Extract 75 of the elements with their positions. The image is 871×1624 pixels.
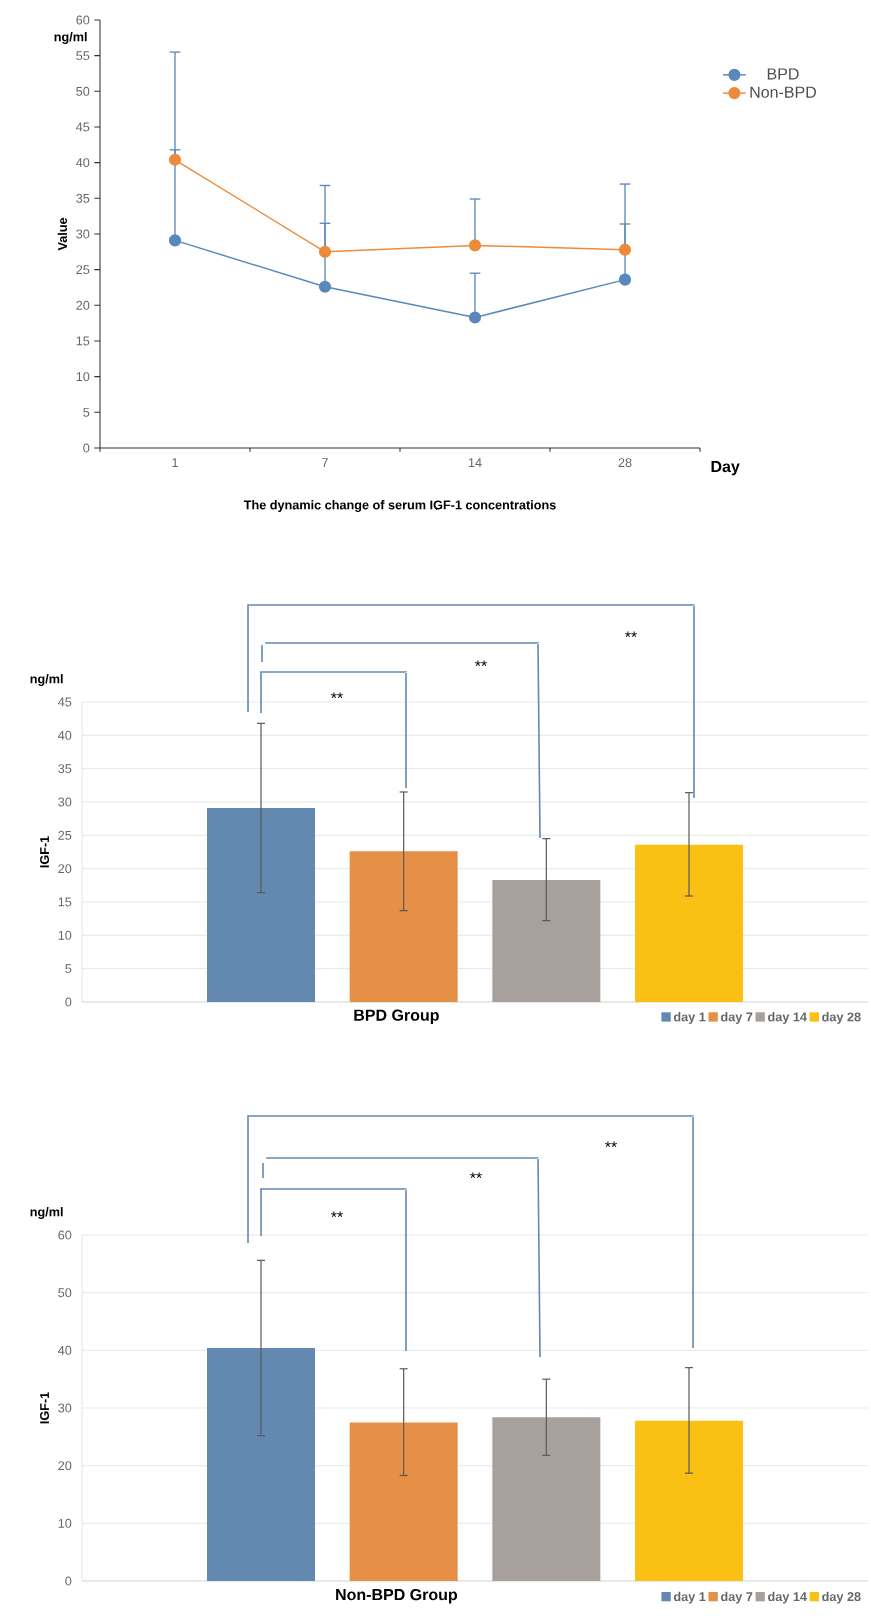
bar <box>349 1422 458 1581</box>
bar <box>349 851 458 1002</box>
legend-label: day 28 <box>822 1012 861 1024</box>
text: ** <box>331 1211 343 1218</box>
point <box>468 239 482 252</box>
y-tick-label: 20 <box>76 300 90 310</box>
y-tick-label: 30 <box>58 1403 72 1413</box>
text: ** <box>470 1172 482 1179</box>
y-tick-label: 30 <box>58 797 72 807</box>
y-tick-label: 10 <box>58 1518 72 1528</box>
legend-label: Non-BPD <box>750 86 816 98</box>
text: ** <box>605 1141 617 1148</box>
y-axis-title: IGF-1 <box>40 1392 50 1424</box>
y-axis-title: IGF-1 <box>40 836 50 868</box>
legend-label: day 7 <box>721 1591 753 1604</box>
y-tick-label: 10 <box>58 930 72 940</box>
legend-label: day 14 <box>768 1012 807 1024</box>
y-tick-label: 20 <box>58 864 72 874</box>
point <box>168 153 182 166</box>
y-tick-label: 25 <box>58 830 72 840</box>
y-tick-label: 0 <box>83 443 90 453</box>
y-tick-label: 45 <box>58 697 72 707</box>
bar <box>492 1417 601 1581</box>
y-tick-label: 15 <box>76 336 90 346</box>
y-tick-label: 5 <box>83 407 90 417</box>
y-tick-label: 35 <box>76 193 90 203</box>
text: ng/ml <box>54 32 87 44</box>
y-tick-label: 0 <box>65 997 72 1007</box>
y-tick-label: 35 <box>58 764 72 774</box>
point <box>318 280 332 293</box>
y-tick-label: 30 <box>76 229 90 239</box>
text: ** <box>475 660 487 667</box>
y-tick-label: 40 <box>58 730 72 740</box>
text: ng/ml <box>30 674 63 686</box>
legend-label: day 1 <box>673 1591 706 1604</box>
point <box>618 243 632 256</box>
y-axis-title: Value <box>57 217 68 251</box>
y-tick-label: 25 <box>76 265 90 275</box>
legend-label: day 7 <box>721 1012 753 1024</box>
x-axis-title: Non-BPD Group <box>336 1588 458 1604</box>
legend-label: day 28 <box>822 1591 861 1604</box>
legend-label: day 1 <box>673 1012 706 1024</box>
point <box>468 311 482 324</box>
y-tick-label: 55 <box>76 51 90 61</box>
point <box>618 273 632 286</box>
text: The dynamic change of serum IGF-1 concentrations <box>243 500 556 512</box>
text: ng/ml <box>30 1207 63 1219</box>
bar <box>492 879 601 1002</box>
y-tick-label: 5 <box>65 964 72 974</box>
y-tick-label: 40 <box>76 158 90 168</box>
point <box>168 234 182 247</box>
bar <box>635 844 744 1002</box>
y-tick-label: 10 <box>76 372 90 382</box>
text: ** <box>625 631 637 638</box>
y-tick-label: 45 <box>76 122 90 132</box>
point <box>318 245 332 258</box>
x-axis-title: Day <box>711 461 740 476</box>
y-tick-label: 20 <box>58 1461 72 1471</box>
legend-label: BPD <box>767 68 799 80</box>
bar <box>207 807 315 1002</box>
x-tick-label: 14 <box>468 458 482 467</box>
bar <box>635 1420 744 1581</box>
y-tick-label: 60 <box>76 15 90 25</box>
y-tick-label: 50 <box>58 1288 72 1298</box>
x-tick-label: 28 <box>618 458 632 468</box>
y-tick-label: 0 <box>65 1576 72 1586</box>
y-tick-label: 15 <box>58 897 72 907</box>
y-tick-label: 50 <box>76 86 90 96</box>
x-tick-label: 7 <box>322 458 328 467</box>
x-tick-label: 1 <box>172 458 178 467</box>
x-axis-title: BPD Group <box>354 1009 439 1024</box>
legend-label: day 14 <box>768 1591 807 1604</box>
y-tick-label: 60 <box>58 1230 72 1240</box>
text: ** <box>331 692 343 699</box>
y-tick-label: 40 <box>58 1345 72 1355</box>
